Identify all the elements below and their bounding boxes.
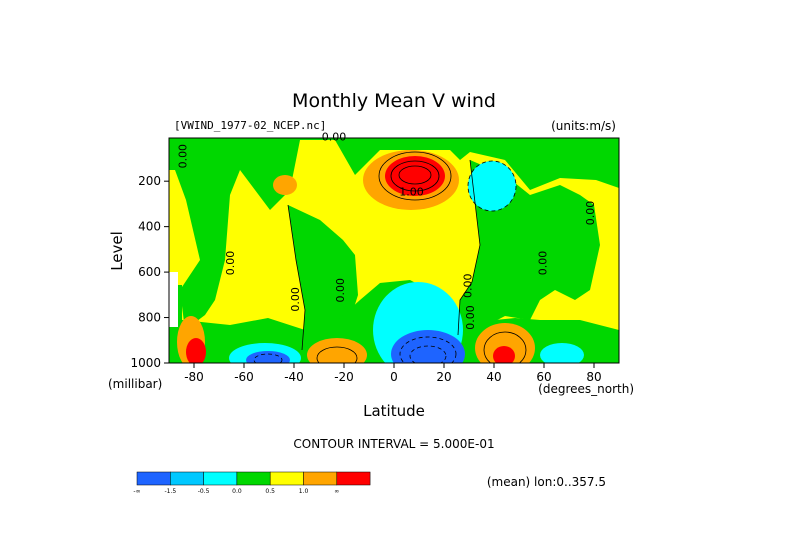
x-tick-label: -80	[184, 370, 204, 384]
colorbar-label: 0.0	[232, 488, 242, 495]
colorbar-swatch	[170, 471, 204, 486]
colorbar-label: ∞	[334, 488, 339, 495]
colorbar-label: -1.5	[164, 488, 176, 495]
green-region-mid	[288, 205, 358, 350]
colorbar-label: -∞	[133, 488, 140, 495]
contour-label: 0.00	[462, 273, 475, 298]
y-tick-label: 400	[138, 220, 161, 234]
x-tick-label: -60	[234, 370, 254, 384]
x-tick-label: -20	[334, 370, 354, 384]
colorbar-swatch	[336, 471, 371, 486]
colorbar-swatch	[269, 471, 304, 486]
x-axis-label: Latitude	[363, 402, 425, 420]
footer-info: (mean) lon:0..357.5	[487, 475, 606, 489]
red-cell-sp	[186, 338, 206, 363]
units-label: (units:m/s)	[551, 119, 616, 133]
y-axis: 200 400 600 800 1000	[130, 174, 169, 370]
x-tick-label: 40	[486, 370, 501, 384]
contour-lines	[287, 151, 527, 363]
contour-label: 0.00	[584, 201, 597, 226]
x-tick-label: 0	[390, 370, 398, 384]
cyan-cell-upper	[468, 161, 516, 211]
colorbar-swatch	[303, 471, 338, 486]
negative-contour-lines	[253, 160, 517, 363]
x-tick-label: 60	[536, 370, 551, 384]
blue-cell-eq	[391, 330, 465, 363]
missing-data-patch	[169, 272, 178, 327]
contour-label: 0.00	[289, 287, 302, 312]
colorbar: -∞ -1.5 -0.5 0.0 0.5 1.0 ∞	[133, 471, 371, 495]
contour-label: 0.00	[537, 251, 550, 276]
jet-red-core	[385, 156, 445, 196]
colorbar-label: 0.5	[265, 488, 275, 495]
x-axis: -80 -60 -40 -20 0 20 40 60 80	[184, 363, 602, 384]
chart-title: Monthly Mean V wind	[292, 90, 496, 112]
y-unit-label: (millibar)	[108, 377, 162, 391]
x-tick-label: 80	[586, 370, 601, 384]
x-unit-label: (degrees_north)	[538, 382, 634, 396]
colorbar-label: 1.0	[299, 488, 309, 495]
y-tick-label: 1000	[130, 356, 161, 370]
colorbar-swatch	[203, 471, 238, 486]
contour-label: 0.00	[177, 144, 190, 169]
colorbar-label: -0.5	[198, 488, 210, 495]
y-tick-label: 600	[138, 265, 161, 279]
y-axis-label: Level	[108, 231, 126, 271]
contour-label: 1.00	[399, 185, 424, 198]
colorbar-swatch	[136, 471, 171, 486]
cyan-cell-nh	[540, 343, 584, 363]
y-tick-label: 200	[138, 174, 161, 188]
x-tick-label: -40	[284, 370, 304, 384]
blue-cell-sh	[246, 351, 290, 363]
contour-label: 0.00	[224, 251, 237, 276]
x-tick-label: 20	[436, 370, 451, 384]
cyan-cell-lower-eq	[373, 282, 463, 363]
contour-interval: CONTOUR INTERVAL = 5.000E-01	[293, 437, 494, 451]
contour-label: 0.00	[334, 278, 347, 303]
y-tick-label: 800	[138, 311, 161, 325]
red-cell-nh	[493, 346, 515, 363]
contour-label: 0.00	[322, 130, 347, 143]
contour-label: 0.00	[464, 305, 477, 330]
contour-labels: 0.00 0.00 1.00 0.00 0.00 0.00 0.00 0.00 0.00 0.00	[177, 130, 598, 330]
orange-cell-sh	[307, 338, 367, 363]
colorbar-swatch	[236, 471, 271, 486]
orange-cell-upper-left	[273, 175, 297, 195]
orange-cell-nh	[475, 323, 535, 363]
dataset-label: [VWIND_1977-02_NCEP.nc]	[174, 119, 326, 132]
contour-field	[169, 138, 619, 363]
